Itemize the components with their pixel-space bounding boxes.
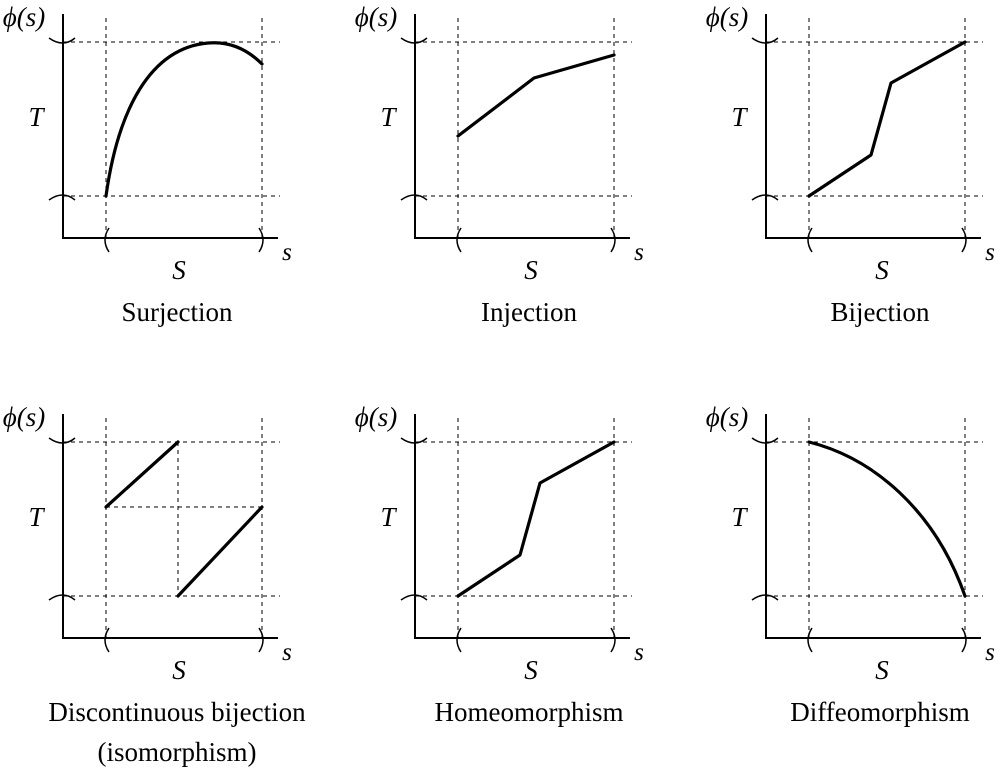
mapping-curve <box>176 505 264 598</box>
codomain-upper-bracket <box>751 437 779 444</box>
codomain-upper-bracket <box>48 37 76 44</box>
y-axis-label: ϕ(s) <box>3 2 45 32</box>
codomain-label: T <box>380 502 397 532</box>
codomain-label: T <box>28 502 45 532</box>
panel-caption: Diffeomorphism <box>790 697 969 727</box>
codomain-upper-bracket <box>48 437 76 444</box>
domain-left-bracket <box>104 227 110 253</box>
domain-left-bracket <box>807 227 813 253</box>
axes <box>765 414 981 639</box>
mapping-curve <box>807 40 967 198</box>
domain-right-bracket <box>258 227 264 253</box>
domain-right-bracket <box>961 627 967 653</box>
domain-label: S <box>524 255 538 285</box>
panel-caption: Discontinuous bijection <box>48 697 306 727</box>
panel-caption: Bijection <box>831 297 930 327</box>
axes <box>414 414 630 639</box>
domain-label: S <box>875 255 889 285</box>
mapping-curve <box>104 41 264 198</box>
y-axis-label: ϕ(s) <box>3 402 45 432</box>
panel-diffeomorphism: ϕ(s) T Ss Diffeomorphism <box>706 402 995 727</box>
codomain-label: T <box>731 102 748 132</box>
x-axis-label: s <box>985 239 995 266</box>
panel-caption: Injection <box>481 297 577 327</box>
domain-label: S <box>172 255 186 285</box>
domain-label: S <box>875 655 889 685</box>
codomain-lower-bracket <box>751 594 779 601</box>
panel-homeomorphism: ϕ(s) T Ss Homeomorphism <box>355 402 644 727</box>
mapping-curve <box>807 440 967 598</box>
panel-discontinuous: ϕ(s) T Ss Discontinuous bijection (isomorphi… <box>3 402 306 767</box>
domain-left-bracket <box>456 627 462 653</box>
domain-left-bracket <box>807 627 813 653</box>
x-axis-label: s <box>282 639 292 666</box>
y-axis-label: ϕ(s) <box>355 2 397 32</box>
panel-caption: (isomorphism) <box>98 737 257 767</box>
codomain-lower-bracket <box>751 194 779 201</box>
codomain-label: T <box>731 502 748 532</box>
codomain-upper-bracket <box>400 37 428 44</box>
domain-label: S <box>172 655 186 685</box>
panel-caption: Surjection <box>122 297 233 327</box>
x-axis-label: s <box>282 239 292 266</box>
codomain-label: T <box>380 102 397 132</box>
panel-bijection: ϕ(s) T Ss Bijection <box>706 2 995 327</box>
y-axis-label: ϕ(s) <box>706 2 748 32</box>
codomain-upper-bracket <box>751 37 779 44</box>
codomain-lower-bracket <box>48 194 76 201</box>
axes <box>414 14 630 239</box>
domain-right-bracket <box>961 227 967 253</box>
mapping-curve <box>104 440 180 509</box>
mapping-curve <box>456 440 616 598</box>
codomain-lower-bracket <box>400 594 428 601</box>
domain-label: S <box>524 655 538 685</box>
axes <box>62 14 278 239</box>
domain-left-bracket <box>456 227 462 253</box>
domain-right-bracket <box>258 627 264 653</box>
panel-injection: ϕ(s) T Ss Injection <box>355 2 644 327</box>
panel-caption: Homeomorphism <box>435 697 624 727</box>
domain-right-bracket <box>610 627 616 653</box>
x-axis-label: s <box>634 239 644 266</box>
x-axis-label: s <box>985 639 995 666</box>
domain-right-bracket <box>610 227 616 253</box>
y-axis-label: ϕ(s) <box>706 402 748 432</box>
axes <box>62 414 278 639</box>
y-axis-label: ϕ(s) <box>355 402 397 432</box>
codomain-lower-bracket <box>400 194 428 201</box>
codomain-upper-bracket <box>400 437 428 444</box>
x-axis-label: s <box>634 639 644 666</box>
codomain-label: T <box>28 102 45 132</box>
panel-surjection: ϕ(s) T Ss Surjection <box>3 2 292 327</box>
axes <box>765 14 981 239</box>
codomain-lower-bracket <box>48 594 76 601</box>
mapping-curve <box>456 53 616 138</box>
domain-left-bracket <box>104 627 110 653</box>
